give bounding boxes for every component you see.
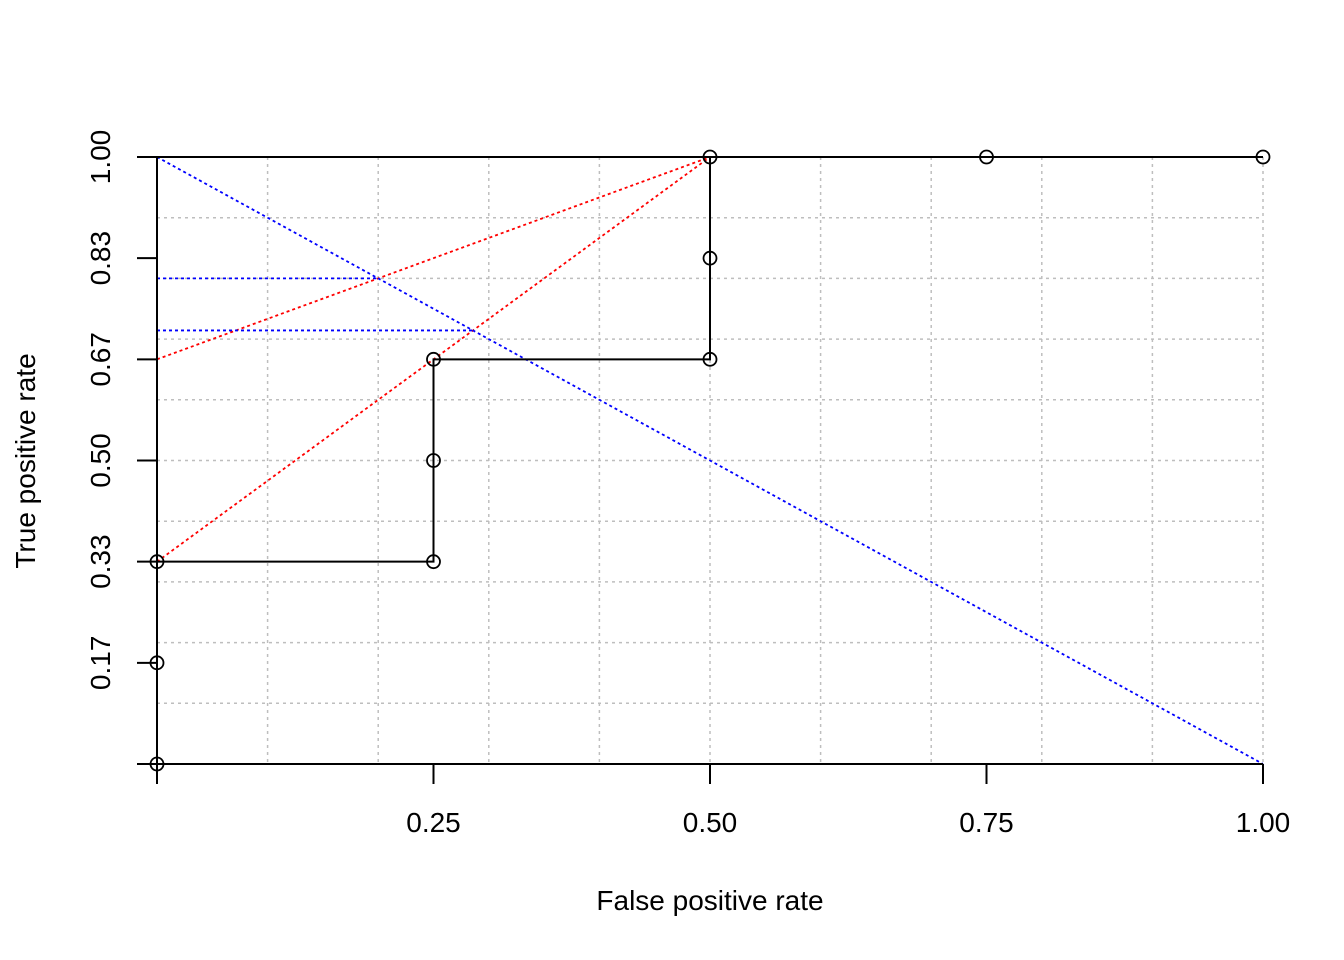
y-tick-label: 0.83 — [85, 231, 116, 286]
y-tick-label: 0.33 — [85, 534, 116, 589]
axes: 0.25 0.50 0.75 1.00 0.17 0.33 0.50 0.67 0.83 1.00 — [85, 130, 1290, 838]
x-axis-title: False positive rate — [596, 885, 823, 916]
x-tick-label: 0.75 — [959, 807, 1014, 838]
roc-point — [426, 453, 441, 468]
roc-point — [702, 250, 718, 266]
y-tick-label: 1.00 — [85, 130, 116, 185]
y-tick-label: 0.50 — [85, 433, 116, 488]
y-tick-label: 0.67 — [85, 332, 116, 387]
reference-line — [156, 156, 711, 361]
x-tick-label: 0.50 — [683, 807, 738, 838]
x-tick-label: 1.00 — [1236, 807, 1291, 838]
roc-point — [426, 554, 441, 570]
y-tick-label: 0.17 — [85, 636, 116, 691]
roc-point — [702, 351, 718, 367]
y-axis-title: True positive rate — [10, 353, 41, 568]
roc-point — [426, 351, 441, 367]
reference-line — [156, 156, 1264, 765]
x-tick-label: 0.25 — [406, 807, 461, 838]
